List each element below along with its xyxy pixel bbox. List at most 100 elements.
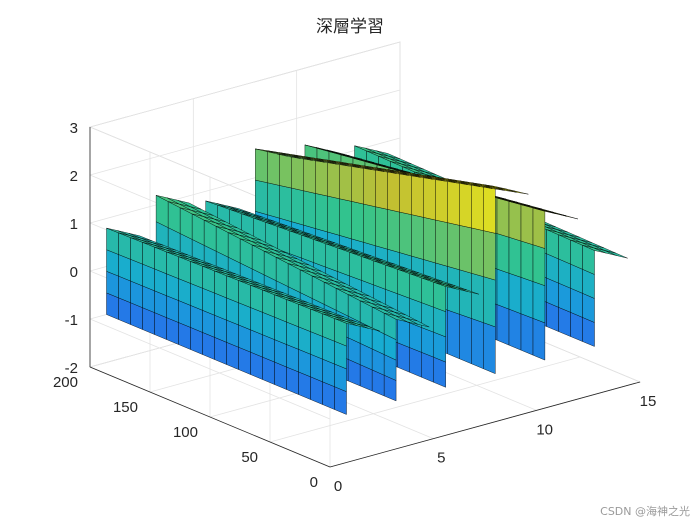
surface-face <box>435 219 448 267</box>
tick-label: 100 <box>173 424 198 441</box>
surface-face <box>303 190 316 229</box>
surface-face <box>411 173 424 218</box>
surface-face <box>397 342 410 373</box>
surface-face <box>433 306 446 338</box>
surface-face <box>483 184 496 234</box>
chart-title: 深層学習 <box>316 17 384 37</box>
surface-face <box>532 318 546 361</box>
surface-face <box>532 281 546 324</box>
surface-face <box>532 207 546 249</box>
tick-label: -1 <box>65 312 78 329</box>
surface-face <box>447 309 460 360</box>
surface-face <box>178 200 202 210</box>
surface-face <box>471 182 484 231</box>
tick-label: 150 <box>113 399 138 416</box>
surface-face <box>421 327 434 358</box>
watermark: CSDN @海神之光 <box>600 505 690 518</box>
surface-ridge <box>106 227 380 415</box>
surface-face <box>508 272 522 314</box>
x-axis-line <box>329 381 641 468</box>
grid-line <box>89 137 401 224</box>
surface-face <box>520 204 534 245</box>
surface-face <box>128 233 152 241</box>
surface-face <box>421 352 434 383</box>
tick-label: 50 <box>241 449 258 466</box>
surface-face <box>376 150 400 159</box>
surface-face <box>373 260 386 290</box>
surface-face <box>315 158 328 197</box>
surface-face <box>447 222 460 270</box>
surface-face <box>325 243 338 272</box>
surface-face <box>435 176 448 223</box>
surface-face <box>279 152 292 189</box>
grid-line <box>89 318 331 420</box>
surface-plot <box>106 144 628 415</box>
surface-face <box>267 150 280 186</box>
surface-face <box>471 272 484 323</box>
surface-face <box>387 209 400 253</box>
grid-line <box>89 41 401 128</box>
tick-label: 2 <box>70 168 78 185</box>
surface-face <box>289 230 302 259</box>
surface-face <box>339 161 352 202</box>
grid-line <box>89 89 401 176</box>
surface-face <box>411 214 424 260</box>
surface-face <box>471 318 484 370</box>
surface-face <box>397 318 410 348</box>
axes-front-lines <box>89 127 641 468</box>
surface-face <box>508 201 522 242</box>
surface-face <box>267 182 280 219</box>
surface-face <box>421 302 434 333</box>
surface-face <box>399 211 412 257</box>
surface-face <box>277 153 301 159</box>
surface-face <box>409 347 422 378</box>
surface-face <box>471 227 484 277</box>
surface-face <box>279 185 292 222</box>
surface-face <box>447 266 460 315</box>
surface-face <box>255 179 268 215</box>
tick-label: 0 <box>310 474 318 491</box>
surface-face <box>387 169 400 213</box>
surface-face <box>447 178 460 226</box>
surface-face <box>520 277 534 319</box>
surface-face <box>423 174 436 221</box>
surface-face <box>459 180 472 229</box>
surface-face <box>483 230 496 281</box>
surface-face <box>483 322 496 375</box>
surface-face <box>327 195 340 236</box>
surface-face <box>363 165 376 207</box>
surface-face <box>227 205 251 214</box>
surface-face <box>327 159 340 199</box>
surface-face <box>363 203 376 246</box>
surface-face <box>375 206 388 250</box>
surface-face <box>496 268 510 310</box>
y-axis-line <box>89 366 331 468</box>
surface-face <box>291 154 304 191</box>
surface-face <box>508 308 522 351</box>
surface-face <box>604 250 628 259</box>
surface-face <box>483 276 496 328</box>
surface-face <box>496 304 510 346</box>
surface-face <box>399 171 412 215</box>
surface-face <box>433 281 446 312</box>
surface-face <box>423 217 436 264</box>
surface-face <box>303 156 316 194</box>
tick-label: 0 <box>334 478 342 495</box>
tick-label: 1 <box>70 216 78 233</box>
tick-label: 10 <box>536 421 553 438</box>
surface-face <box>409 273 422 303</box>
surface-face <box>351 163 364 205</box>
surface-face <box>315 193 328 233</box>
surface-face <box>361 256 374 286</box>
surface-face <box>313 239 326 268</box>
surface-face <box>433 331 446 363</box>
surface-face <box>397 269 410 299</box>
surface-face <box>349 251 362 281</box>
surface-face <box>409 322 422 353</box>
surface-face <box>459 269 472 319</box>
surface-face <box>532 244 546 286</box>
surface-face <box>421 277 434 308</box>
surface-face <box>337 247 350 277</box>
surface-face <box>459 313 472 365</box>
